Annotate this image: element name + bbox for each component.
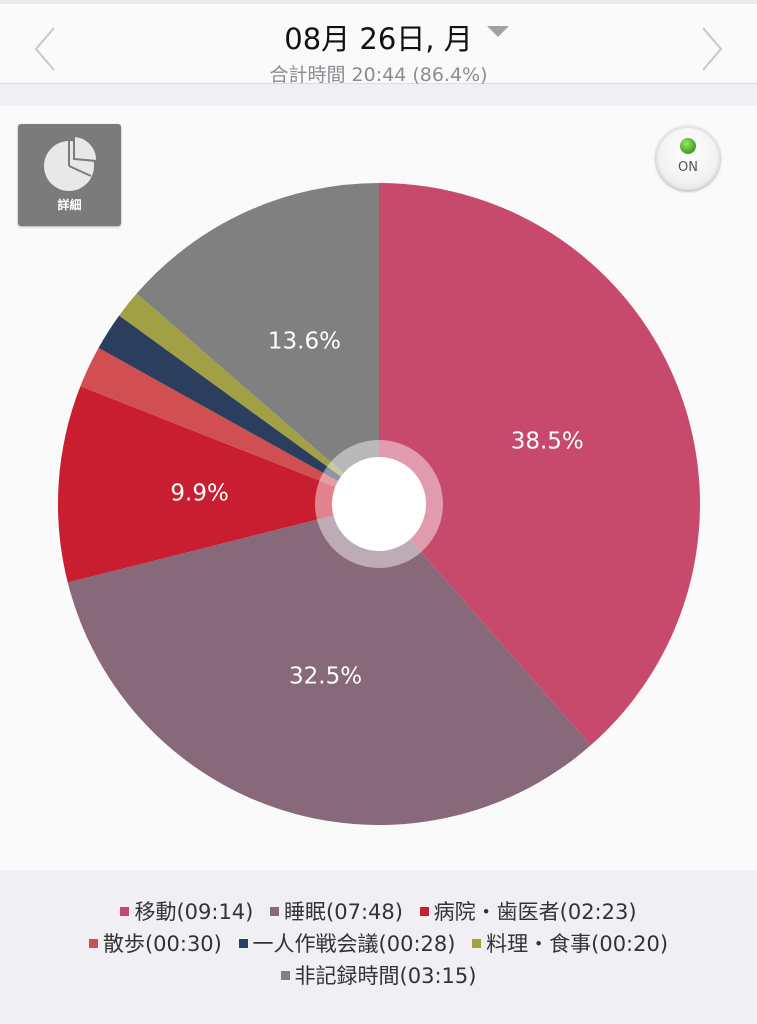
legend-label: 非記録時間(03:15) — [294, 964, 477, 988]
legend-swatch — [270, 906, 280, 916]
previous-day-arrow-icon[interactable] — [30, 24, 60, 74]
slice-percent-label: 38.5% — [511, 429, 584, 455]
legend-swatch — [88, 938, 98, 948]
pie-slice[interactable] — [57, 386, 379, 583]
legend-label: 料理・食事(00:20) — [486, 932, 669, 956]
legend-swatch — [472, 938, 482, 948]
legend-label: 睡眠(07:48) — [284, 900, 403, 924]
legend-label: 病院・歯医者(02:23) — [433, 900, 637, 924]
legend-row-1: 移動(09:14) 睡眠(07:48) 病院・歯医者(02:23) — [0, 896, 757, 926]
date-title[interactable]: 08月 26日, 月 — [284, 22, 473, 56]
on-toggle-label: ON — [678, 160, 698, 175]
legend-swatch — [419, 906, 429, 916]
total-time-subtitle: 合計時間 20:44 (86.4%) — [269, 64, 488, 86]
legend-item: 料理・食事(00:20) — [472, 928, 668, 958]
legend-label: 一人作戦会議(00:28) — [252, 932, 456, 956]
status-led-icon — [680, 138, 696, 154]
on-toggle-button[interactable]: ON — [656, 126, 720, 190]
next-day-arrow-icon[interactable] — [697, 24, 727, 74]
pie-slice[interactable] — [98, 315, 379, 504]
legend-swatch — [120, 906, 130, 916]
pie-slice[interactable] — [80, 347, 379, 504]
legend-swatch — [280, 970, 290, 980]
date-header: 08月 26日, 月 合計時間 20:44 (86.4%) — [0, 0, 757, 86]
legend-swatch — [238, 938, 248, 948]
pie-slice[interactable] — [67, 504, 591, 825]
legend-row-3: 非記録時間(03:15) — [0, 960, 757, 990]
legend-row-2: 散歩(00:30) 一人作戦会議(00:28) 料理・食事(00:20) — [0, 928, 757, 958]
detail-button-label: 詳細 — [57, 198, 82, 212]
legend-item: 散歩(00:30) — [88, 928, 222, 958]
slice-percent-label: 32.5% — [289, 664, 362, 690]
legend-item: 移動(09:14) — [120, 896, 253, 926]
detail-button[interactable]: 詳細 — [18, 124, 121, 226]
legend-item: 睡眠(07:48) — [270, 896, 403, 926]
pie-chart-icon — [44, 134, 99, 191]
pie-slice[interactable] — [136, 183, 379, 504]
legend-label: 散歩(00:30) — [102, 932, 222, 956]
legend-item: 非記録時間(03:15) — [280, 960, 477, 990]
legend-item: 一人作戦会議(00:28) — [238, 928, 456, 958]
date-dropdown-caret-icon[interactable] — [487, 26, 509, 37]
pie-center-hole — [332, 457, 426, 551]
legend-item: 病院・歯医者(02:23) — [419, 896, 637, 926]
pie-slice[interactable] — [379, 183, 700, 746]
slice-percent-label: 13.6% — [268, 328, 341, 354]
pie-slice[interactable] — [119, 293, 379, 504]
slice-percent-label: 9.9% — [170, 480, 228, 506]
legend-label: 移動(09:14) — [134, 900, 254, 924]
chart-legend: 移動(09:14) 睡眠(07:48) 病院・歯医者(02:23) 散歩(00:… — [0, 870, 757, 1024]
